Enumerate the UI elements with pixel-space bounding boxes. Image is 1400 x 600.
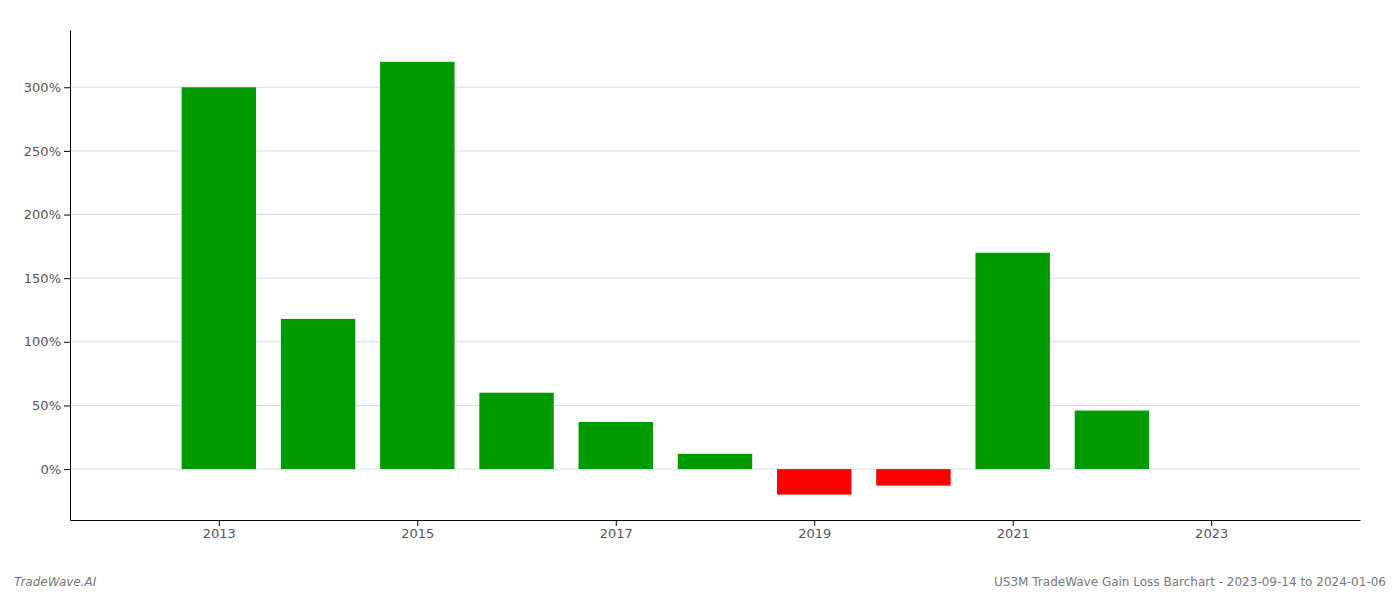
y-tick-label: 200% bbox=[24, 207, 61, 222]
grid-line bbox=[70, 341, 1360, 342]
y-tick-label: 0% bbox=[40, 462, 61, 477]
grid-line bbox=[70, 405, 1360, 406]
bar bbox=[281, 319, 355, 469]
x-axis: 2013 2015 2017 2019 2021 2023 bbox=[71, 520, 1361, 541]
bar bbox=[380, 62, 454, 469]
y-tick: 200% bbox=[24, 207, 70, 222]
bar bbox=[1075, 411, 1149, 470]
grid-line bbox=[70, 150, 1360, 151]
y-tick-mark bbox=[64, 151, 70, 152]
y-tick-mark bbox=[64, 469, 70, 470]
grid bbox=[70, 87, 1360, 469]
y-tick-mark bbox=[64, 405, 70, 406]
footer: TradeWave.AI US3M TradeWave Gain Loss Bar… bbox=[14, 575, 1386, 589]
chart: 0%50%100%150%200%250%300%201320152017201… bbox=[0, 0, 1400, 600]
x-tick-mark bbox=[219, 520, 220, 526]
y-tick: 300% bbox=[24, 80, 70, 95]
bar bbox=[182, 87, 256, 469]
y-axis-line bbox=[70, 31, 71, 521]
y-tick: 150% bbox=[24, 271, 70, 286]
y-tick-label: 300% bbox=[24, 80, 61, 95]
bar bbox=[579, 422, 653, 469]
x-tick-label: 2015 bbox=[401, 526, 434, 541]
x-tick: 2017 bbox=[600, 520, 633, 541]
x-tick-mark bbox=[1013, 520, 1014, 526]
annotation: TradeWave.AI bbox=[14, 575, 97, 589]
y-tick-label: 50% bbox=[32, 398, 61, 413]
grid-line bbox=[70, 214, 1360, 215]
y-tick: 0% bbox=[40, 462, 70, 477]
x-tick: 2013 bbox=[203, 520, 236, 541]
bar bbox=[479, 393, 553, 469]
x-tick-label: 2017 bbox=[600, 526, 633, 541]
x-tick-label: 2021 bbox=[997, 526, 1030, 541]
x-tick-label: 2019 bbox=[798, 526, 831, 541]
x-tick-mark bbox=[1211, 520, 1212, 526]
bar bbox=[777, 469, 851, 494]
y-tick-mark bbox=[64, 87, 70, 88]
x-tick-mark bbox=[616, 520, 617, 526]
y-tick-label: 250% bbox=[24, 144, 61, 159]
bars bbox=[182, 62, 1150, 495]
x-axis-line bbox=[71, 520, 1361, 521]
x-tick: 2023 bbox=[1195, 520, 1228, 541]
x-tick: 2015 bbox=[401, 520, 434, 541]
y-tick-label: 150% bbox=[24, 271, 61, 286]
y-tick: 250% bbox=[24, 144, 70, 159]
y-tick: 100% bbox=[24, 334, 70, 349]
grid-line bbox=[70, 87, 1360, 88]
y-tick-mark bbox=[64, 215, 70, 216]
y-tick-mark bbox=[64, 278, 70, 279]
grid-line bbox=[70, 278, 1360, 279]
x-tick: 2019 bbox=[798, 520, 831, 541]
annotation: US3M TradeWave Gain Loss Barchart - 2023… bbox=[994, 575, 1386, 589]
x-tick-label: 2013 bbox=[203, 526, 236, 541]
bar bbox=[678, 454, 752, 469]
y-axis: 0% 50% 100% 150% 200% 250% 300% bbox=[24, 31, 71, 521]
y-tick-mark bbox=[64, 342, 70, 343]
x-tick-label: 2023 bbox=[1195, 526, 1228, 541]
x-tick: 2021 bbox=[997, 520, 1030, 541]
bar bbox=[876, 469, 950, 486]
x-tick-mark bbox=[814, 520, 815, 526]
bar bbox=[975, 253, 1049, 469]
y-tick: 50% bbox=[32, 398, 70, 413]
x-tick-mark bbox=[417, 520, 418, 526]
y-tick-label: 100% bbox=[24, 334, 61, 349]
